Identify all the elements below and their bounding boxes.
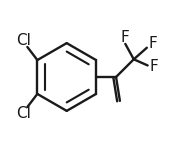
Text: F: F <box>149 59 158 75</box>
Text: Cl: Cl <box>16 32 31 48</box>
Text: Cl: Cl <box>16 106 31 122</box>
Text: F: F <box>148 36 157 51</box>
Text: F: F <box>120 30 129 45</box>
